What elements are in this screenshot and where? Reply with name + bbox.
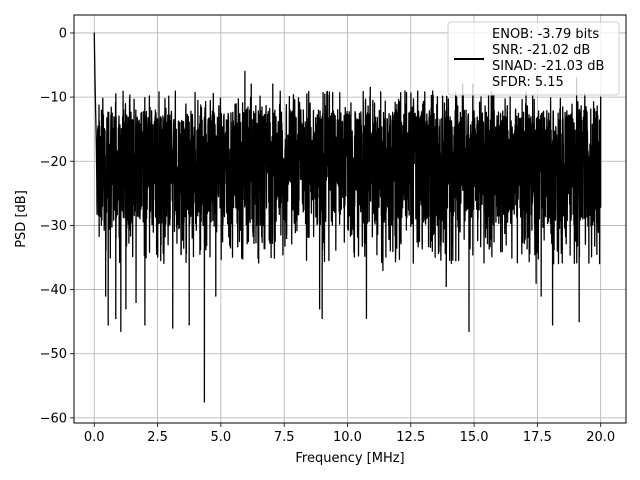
psd-peak-point	[93, 32, 95, 34]
psd-peak-point	[272, 83, 274, 85]
psd-dip-point	[125, 308, 127, 310]
psd-dip-point	[596, 253, 598, 255]
legend-line-sfdr: SFDR: 5.15	[492, 75, 564, 90]
psd-peak-point	[250, 83, 252, 85]
psd-peak-point	[369, 86, 371, 89]
psd-dip-point	[445, 285, 447, 287]
ticks: 0.0 2.5 5.0 7.5 10.0 12.5 15.0 17.5 20.0 0 −10 −20 −…	[40, 26, 616, 445]
y-tick-label: 0	[59, 26, 67, 41]
psd-dip-point	[203, 401, 206, 403]
x-tick-label: 10.0	[333, 430, 362, 445]
psd-dip-point	[365, 317, 368, 320]
psd-dip-point	[578, 321, 580, 323]
x-tick-label: 5.0	[211, 430, 232, 445]
psd-peak-point	[600, 96, 602, 98]
x-tick-label: 0.0	[84, 430, 105, 445]
psd-dip-point	[120, 330, 122, 332]
y-axis-label: PSD [dB]	[14, 190, 29, 248]
legend: ENOB: -3.79 bits SNR: -21.02 dB SINAD: -…	[447, 21, 620, 96]
psd-dip-point	[321, 317, 323, 320]
x-tick-label: 17.5	[523, 430, 552, 445]
legend-box	[447, 21, 620, 96]
y-tick-label: −20	[40, 155, 67, 170]
y-tick-label: −40	[40, 283, 67, 298]
x-tick-label: 12.5	[396, 430, 425, 445]
psd-dip-point	[188, 324, 190, 326]
legend-line-sinad: SINAD: -21.03 dB	[492, 59, 604, 74]
psd-peak-point	[94, 80, 96, 82]
y-tick-label: −30	[40, 219, 67, 234]
psd-dip-point	[215, 295, 217, 297]
psd-dip-point	[319, 308, 321, 310]
legend-line-enob: ENOB: -3.79 bits	[492, 27, 599, 42]
x-tick-label: 7.5	[274, 430, 295, 445]
psd-dip-point	[535, 282, 537, 284]
x-tick-label: 2.5	[147, 430, 168, 445]
psd-peak-point	[95, 141, 97, 143]
psd-dip-point	[105, 295, 107, 297]
psd-dip-point	[135, 301, 137, 303]
y-tick-label: −60	[40, 411, 67, 426]
x-axis-label: Frequency [MHz]	[295, 451, 404, 466]
psd-dip-point	[382, 269, 384, 271]
x-tick-label: 20.0	[586, 430, 615, 445]
x-tick-label: 15.0	[460, 430, 489, 445]
psd-dip-point	[172, 327, 174, 329]
y-tick-label: −50	[40, 347, 67, 362]
y-tick-label: −10	[40, 91, 67, 106]
psd-dip-point	[115, 317, 117, 320]
psd-dip-point	[551, 324, 554, 326]
psd-dip-point	[540, 295, 542, 297]
psd-dip-point	[468, 330, 470, 332]
legend-line-snr: SNR: -21.02 dB	[492, 43, 590, 58]
plot-frame	[73, 14, 627, 424]
psd-peak-point	[244, 70, 246, 73]
psd-dip-point	[144, 324, 146, 326]
psd-dip-point	[107, 324, 109, 326]
psd-series-line	[93, 32, 602, 403]
data-layer	[93, 32, 602, 403]
